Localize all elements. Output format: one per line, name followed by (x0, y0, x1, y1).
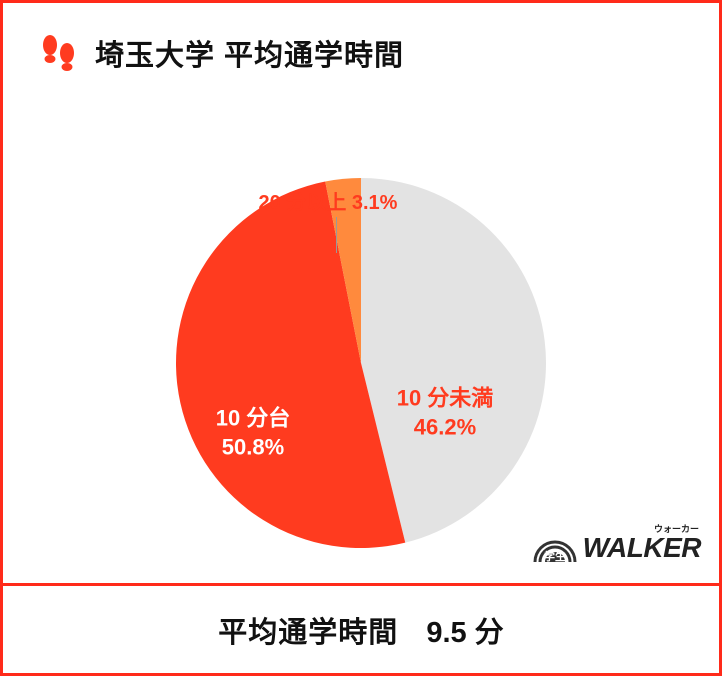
brand-badge-text: 学生 (544, 549, 566, 563)
brand-wordmark: WALKER ウォーカー (583, 532, 701, 564)
slice-label: 10 分未満46.2% (397, 384, 494, 441)
pie-svg (176, 178, 546, 548)
page-title: 埼玉大学 平均通学時間 (95, 32, 404, 74)
brand-logo: 学生 WALKER ウォーカー (531, 524, 701, 571)
footer-bar: 平均通学時間 9.5 分 (3, 586, 719, 673)
main-panel: 埼玉大学 平均通学時間 10 分未満46.2% 10 分台50.8% 20 分以上 … (3, 3, 719, 586)
footer-value: 9.5 分 (426, 609, 503, 651)
footsteps-icon (37, 31, 81, 75)
pie-chart: 10 分未満46.2% 10 分台50.8% 20 分以上 3.1% (3, 93, 719, 583)
brand-badge-icon: 学生 (531, 524, 579, 571)
slice-label: 20 分以上 3.1% (259, 190, 398, 216)
title-row: 埼玉大学 平均通学時間 (37, 31, 685, 75)
slice-label: 10 分台50.8% (216, 404, 291, 461)
footer-label: 平均通学時間 (218, 609, 398, 651)
infographic-card: 埼玉大学 平均通学時間 10 分未満46.2% 10 分台50.8% 20 分以上 … (0, 0, 722, 676)
brand-ruby: ウォーカー (654, 522, 699, 535)
leader-line (336, 217, 337, 253)
brand-word: WALKER (583, 532, 701, 563)
